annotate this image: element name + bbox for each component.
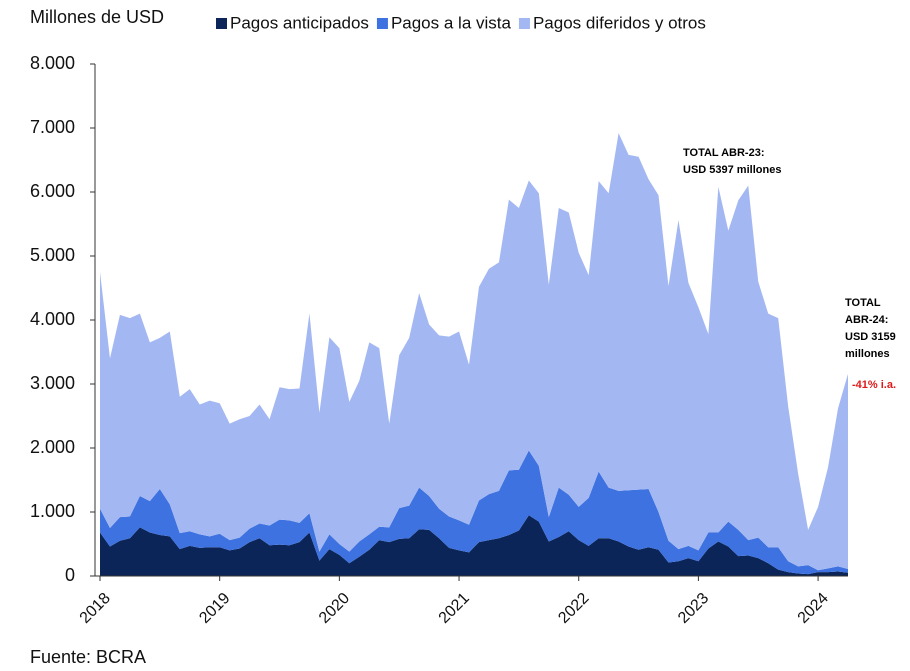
x-tick-label: 2020 [316,590,353,627]
legend-swatch [376,18,388,29]
x-tick-label: 2023 [675,590,712,627]
y-tick-label: 0 [65,565,75,585]
legend-label: Pagos anticipados [230,13,369,32]
y-tick-label: 4.000 [30,309,75,329]
x-tick-label: 2024 [795,590,832,627]
area [100,515,848,576]
annotation: ABR-24: [845,314,888,326]
area [100,450,848,575]
y-tick-label: 1.000 [30,501,75,521]
annotation: -41% i.a. [852,379,896,391]
area [100,133,848,571]
annotation: USD 5397 millones [683,164,781,176]
legend-label: Pagos diferidos y otros [533,13,706,32]
legend-swatch [518,18,530,29]
y-axis-label: Millones de USD [30,7,164,27]
legend-label: Pagos a la vista [391,13,512,32]
y-tick-label: 8.000 [30,53,75,73]
y-tick-label: 5.000 [30,245,75,265]
y-tick-label: 2.000 [30,437,75,457]
y-tick-label: 3.000 [30,373,75,393]
annotation: USD 3159 [845,331,896,343]
x-tick-label: 2019 [196,590,233,627]
x-tick-label: 2022 [555,590,592,627]
y-tick-label: 6.000 [30,181,75,201]
y-tick-label: 7.000 [30,117,75,137]
annotation: millones [845,348,890,360]
x-tick-label: 2021 [436,590,473,627]
annotation: TOTAL ABR-23: [683,147,765,159]
annotation: TOTAL [845,297,881,309]
legend-swatch [216,18,227,29]
x-tick-label: 2018 [77,590,114,627]
source: Fuente: BCRA [30,647,146,667]
